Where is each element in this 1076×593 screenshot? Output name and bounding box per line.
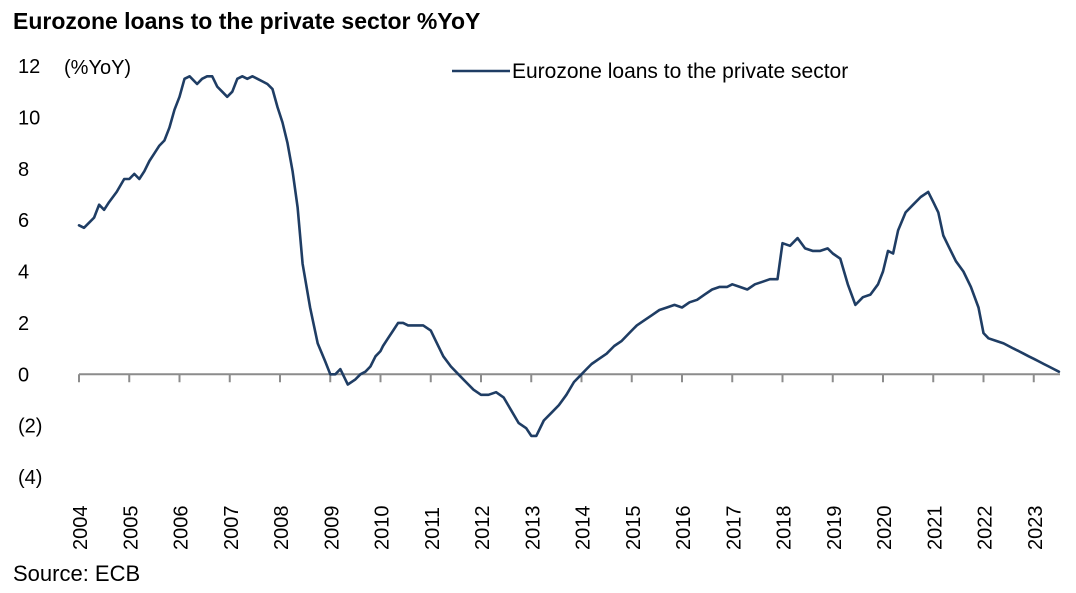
x-tick-label: 2017 — [723, 506, 745, 551]
legend-label: Eurozone loans to the private sector — [512, 60, 848, 83]
chart-title: Eurozone loans to the private sector %Yo… — [13, 8, 481, 34]
x-tick-label: 2009 — [321, 506, 343, 551]
x-axis-tick-labels: 2004 2005 2006 2007 2008 2009 2010 2011 2012 2013… — [70, 506, 1047, 551]
y-tick-label: 12 — [18, 56, 40, 78]
y-tick-label: 0 — [18, 364, 29, 386]
y-tick-label: 6 — [18, 210, 29, 232]
y-tick-label: (4) — [18, 467, 42, 489]
x-tick-label: 2011 — [422, 507, 444, 550]
x-tick-label: 2016 — [673, 506, 695, 551]
x-tick-label: 2014 — [573, 506, 595, 551]
legend: Eurozone loans to the private sector — [452, 60, 848, 83]
y-tick-label: 10 — [18, 107, 40, 129]
y-tick-label: 2 — [18, 313, 29, 335]
x-tick-label: 2020 — [874, 506, 896, 551]
x-tick-label: 2019 — [824, 506, 846, 551]
x-tick-label: 2021 — [924, 506, 946, 551]
x-tick-label: 2015 — [623, 506, 645, 551]
y-axis-label: (%YoY) — [64, 57, 131, 79]
x-axis — [78, 373, 1060, 383]
x-tick-label: 2007 — [221, 506, 243, 551]
y-axis-tick-labels: 12 10 8 6 4 2 0 (2) (4) — [18, 56, 42, 489]
y-tick-label: (2) — [18, 416, 42, 438]
x-tick-label: 2004 — [70, 506, 92, 551]
y-tick-label: 4 — [18, 262, 29, 284]
x-tick-label: 2006 — [171, 506, 193, 551]
y-tick-label: 8 — [18, 159, 29, 181]
x-tick-label: 2008 — [271, 506, 293, 551]
x-tick-label: 2018 — [774, 506, 796, 551]
x-tick-label: 2012 — [472, 506, 494, 551]
x-tick-label: 2022 — [975, 506, 997, 551]
x-tick-label: 2013 — [522, 506, 544, 551]
x-tick-label: 2023 — [1025, 506, 1047, 551]
x-tick-label: 2005 — [120, 506, 142, 551]
x-tick-label: 2010 — [372, 506, 394, 551]
source-note: Source: ECB — [13, 561, 141, 586]
series-line-eurozone-loans — [77, 75, 1061, 438]
